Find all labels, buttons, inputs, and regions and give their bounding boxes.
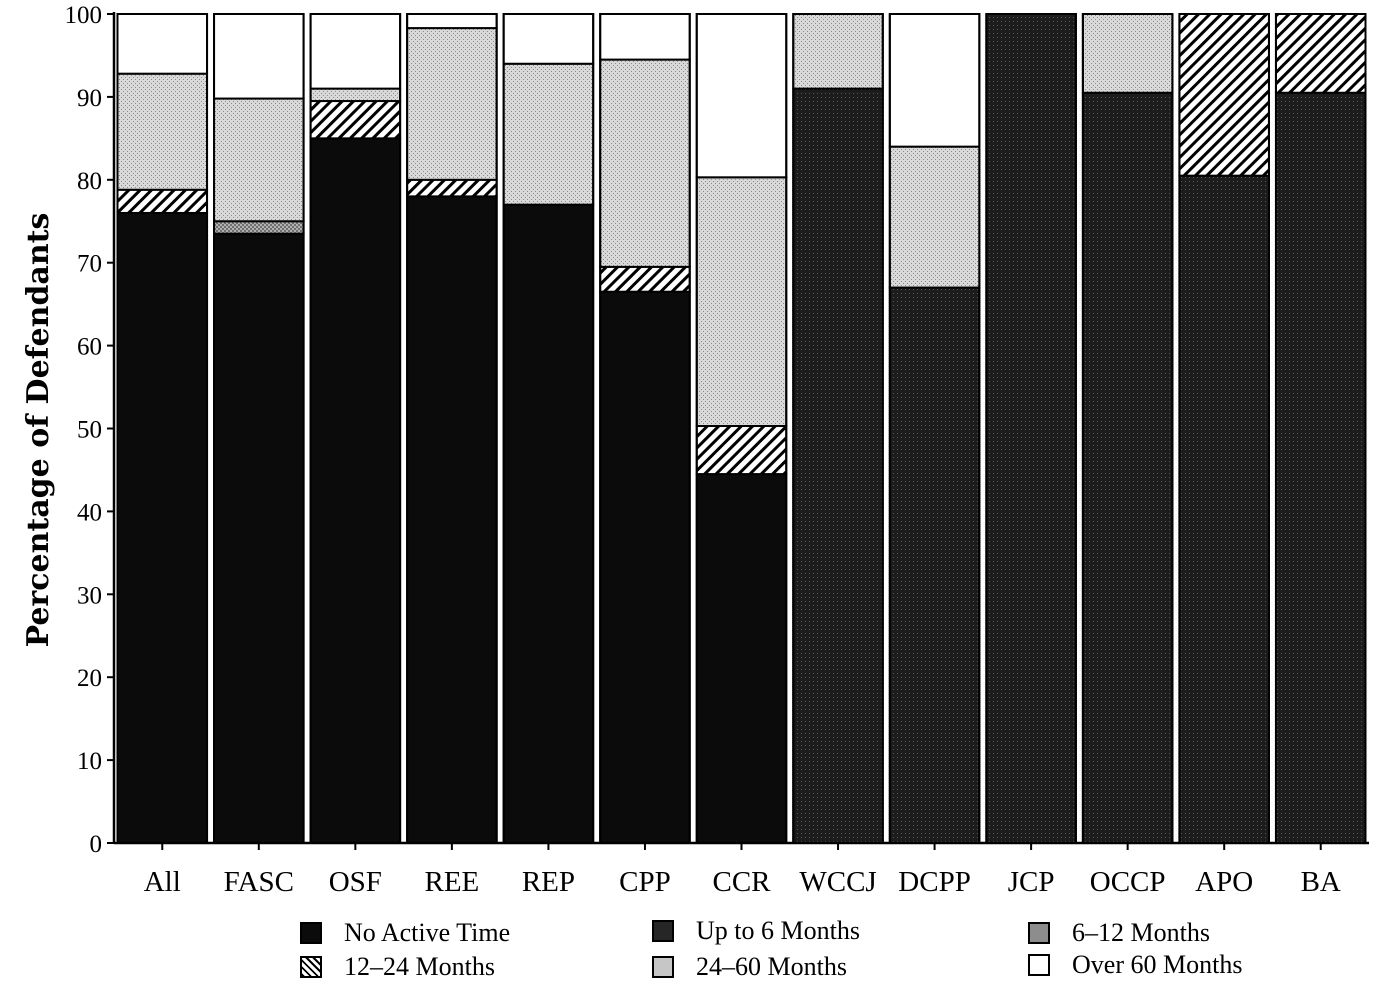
legend-item-12-24-months: 12–24 Months — [300, 952, 495, 982]
bar-segment-ccr-24-60-months — [695, 176, 788, 428]
bar-segment-rep-over-60-months — [502, 13, 595, 65]
y-tick-labels: 0 10 20 30 40 50 60 70 80 90 100 — [65, 2, 103, 858]
bar-segment-occp-24-60-months — [1081, 13, 1174, 94]
y-tick-label: 70 — [77, 251, 102, 278]
y-axis-title: Percentage of Defendants — [21, 213, 56, 648]
bar-segment-apo-up-to-6-months — [1178, 174, 1270, 844]
legend-label: No Active Time — [344, 918, 511, 947]
y-tick-label: 0 — [90, 831, 103, 858]
bar-segment-osf-no-active-time — [309, 137, 402, 845]
bar-segment-ccr-no-active-time — [695, 473, 788, 844]
bar-segment-osf-over-60-months — [309, 13, 402, 90]
y-tick-label: 40 — [77, 499, 102, 526]
legend-swatch-black — [300, 922, 322, 944]
bar-segment-cpp-over-60-months — [599, 13, 691, 61]
legend-label: 12–24 Months — [344, 952, 495, 981]
bar-segment-occp-up-to-6-months — [1081, 91, 1174, 844]
axes-group — [107, 12, 1369, 850]
legend-item-24-60-months: 24–60 Months — [652, 952, 847, 982]
bar-segment-ba-12-24-months — [1274, 13, 1367, 94]
bar-segment-fasc-over-60-months — [213, 13, 305, 100]
bar-segment-dcpp-up-to-6-months — [888, 286, 981, 844]
bar-segment-fasc-no-active-time — [213, 232, 305, 844]
legend-label: 24–60 Months — [696, 952, 847, 981]
legend-label: 6–12 Months — [1072, 918, 1210, 947]
bar-segment-all-over-60-months — [116, 13, 209, 75]
bar-segment-cpp-24-60-months — [599, 58, 691, 268]
legend-swatch-white — [1028, 954, 1050, 976]
bar-segment-ccr-over-60-months — [695, 13, 788, 179]
legend-item-6-12-months: 6–12 Months — [1028, 918, 1210, 948]
y-tick-label: 90 — [77, 85, 102, 112]
legend-label: Up to 6 Months — [696, 916, 860, 945]
x-tick-labels: All FASC OSF REE REP CPP CCR WCCJ DCPP JCP OCCP APO… — [144, 866, 1341, 898]
x-tick-label-ccr: CCR — [712, 866, 771, 898]
bar-segment-wccj-up-to-6-months — [792, 87, 884, 845]
bar-segment-ree-12-24-months — [406, 178, 498, 198]
x-tick-label-osf: OSF — [329, 866, 382, 898]
bar-segment-ba-up-to-6-months — [1274, 91, 1367, 844]
legend-item-no-active-time: No Active Time — [300, 918, 510, 948]
y-tick-label: 100 — [65, 2, 103, 29]
y-tick-label: 30 — [77, 582, 102, 609]
bar-segment-fasc-6-12-months — [213, 220, 305, 235]
x-tick-label-wccj: WCCJ — [799, 866, 876, 898]
bar-segment-all-24-60-months — [116, 72, 209, 191]
x-tick-label-occp: OCCP — [1090, 866, 1166, 898]
legend-swatch-hatch — [300, 956, 322, 978]
bars-group — [116, 13, 1367, 845]
bar-segment-fasc-24-60-months — [213, 97, 305, 223]
x-tick-label-ba: BA — [1301, 866, 1341, 898]
bar-segment-ccr-12-24-months — [695, 425, 788, 476]
bar-segment-ree-no-active-time — [406, 195, 498, 844]
bar-segment-jcp-up-to-6-months — [985, 13, 1077, 844]
y-tick-label: 10 — [77, 748, 102, 775]
bar-segment-all-no-active-time — [116, 211, 209, 844]
x-tick-label-ree: REE — [424, 866, 479, 898]
y-tick-label: 50 — [77, 417, 102, 444]
legend-swatch-meddot — [1028, 922, 1050, 944]
legend-label: Over 60 Months — [1072, 950, 1243, 979]
bar-segment-ree-24-60-months — [406, 27, 498, 181]
bar-segment-all-12-24-months — [116, 188, 209, 214]
bar-segment-apo-12-24-months — [1178, 13, 1270, 177]
legend-item-up-to-6-months: Up to 6 Months — [652, 916, 860, 946]
bar-segment-osf-24-60-months — [309, 87, 402, 103]
bar-segment-wccj-24-60-months — [792, 13, 884, 90]
x-tick-label-dcpp: DCPP — [898, 866, 971, 898]
x-tick-label-cpp: CPP — [619, 866, 671, 898]
legend-swatch-darkdot — [652, 920, 674, 942]
x-tick-label-all: All — [144, 866, 181, 898]
y-tick-label: 80 — [77, 168, 102, 195]
bar-segment-dcpp-over-60-months — [888, 13, 981, 148]
legend-swatch-lightdot — [652, 956, 674, 978]
x-tick-label-apo: APO — [1195, 866, 1253, 898]
y-tick-label: 60 — [77, 334, 102, 361]
stacked-bar-chart: Percentage of Defendants 0 10 20 30 40 50 60 70… — [21, 2, 1369, 898]
legend: No Active Time Up to 6 Months 6–12 Month… — [0, 914, 1373, 991]
bar-segment-cpp-12-24-months — [599, 265, 691, 293]
bar-segment-rep-no-active-time — [502, 203, 595, 845]
y-tick-label: 20 — [77, 665, 102, 692]
bar-segment-ree-over-60-months — [406, 13, 498, 30]
x-tick-label-rep: REP — [522, 866, 575, 898]
bar-segment-osf-12-24-months — [309, 100, 402, 140]
bar-segment-rep-24-60-months — [502, 62, 595, 206]
bar-segment-cpp-no-active-time — [599, 290, 691, 844]
x-tick-label-jcp: JCP — [1008, 866, 1055, 898]
x-tick-label-fasc: FASC — [224, 866, 294, 898]
legend-item-over-60-months: Over 60 Months — [1028, 950, 1242, 980]
bar-segment-dcpp-24-60-months — [888, 145, 981, 289]
